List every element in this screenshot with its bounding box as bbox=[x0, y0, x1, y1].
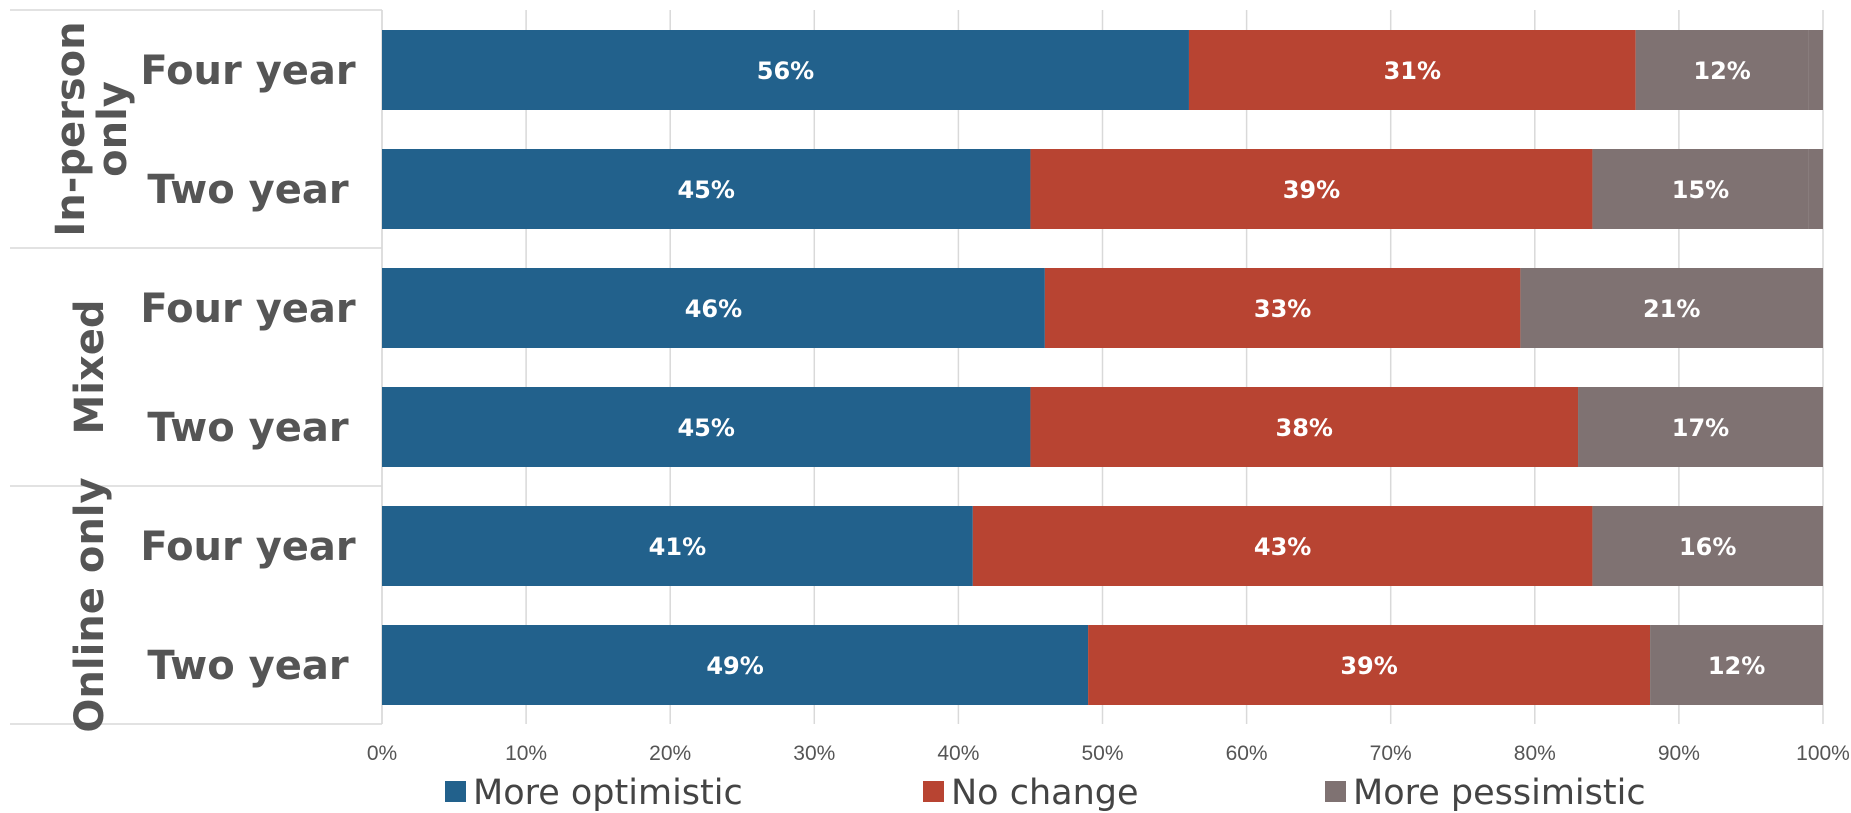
data-label: 15% bbox=[1672, 176, 1729, 204]
bar-segment bbox=[1088, 625, 1651, 705]
x-tick-label: 60% bbox=[1226, 742, 1268, 765]
data-label: 56% bbox=[757, 57, 814, 85]
legend-label: More optimistic bbox=[473, 773, 743, 813]
legend-swatch bbox=[1325, 781, 1346, 802]
legend-swatch bbox=[923, 781, 944, 802]
data-label: 16% bbox=[1679, 533, 1736, 561]
bar-segment bbox=[382, 625, 1089, 705]
bar-segment bbox=[1808, 149, 1823, 229]
data-label: 31% bbox=[1384, 57, 1441, 85]
bar-segment bbox=[1635, 30, 1809, 110]
bar-segment bbox=[382, 268, 1045, 348]
bar-segment bbox=[382, 30, 1189, 110]
x-tick-label: 20% bbox=[649, 742, 691, 765]
x-tick-label: 10% bbox=[505, 742, 547, 765]
bar-segment bbox=[382, 387, 1031, 467]
legend-label: More pessimistic bbox=[1353, 773, 1646, 813]
x-tick-label: 0% bbox=[367, 742, 397, 765]
data-label: 46% bbox=[685, 295, 742, 323]
category-label: Two year bbox=[147, 167, 348, 213]
data-label: 49% bbox=[706, 652, 763, 680]
bar-segment bbox=[1030, 387, 1579, 467]
bar-segment bbox=[382, 506, 973, 586]
data-label: 21% bbox=[1643, 295, 1700, 323]
data-label: 41% bbox=[649, 533, 706, 561]
group-label: In-persononly bbox=[48, 21, 136, 236]
x-tick-label: 30% bbox=[793, 742, 835, 765]
bar-segment bbox=[1592, 506, 1823, 586]
bars bbox=[382, 30, 1823, 705]
x-tick-label: 50% bbox=[1081, 742, 1123, 765]
group-separators bbox=[10, 9, 383, 725]
gridlines bbox=[381, 10, 1824, 724]
data-label: 39% bbox=[1283, 176, 1340, 204]
legend: More optimistic No change More pessimistic bbox=[445, 773, 1646, 813]
x-tick-label: 80% bbox=[1514, 742, 1556, 765]
category-label: Four year bbox=[140, 524, 356, 570]
data-label: 43% bbox=[1254, 533, 1311, 561]
data-label: 12% bbox=[1708, 652, 1765, 680]
bar-segment bbox=[1520, 268, 1823, 348]
category-label: Four year bbox=[140, 48, 356, 94]
category-label: Four year bbox=[140, 286, 356, 332]
x-tick-label: 100% bbox=[1796, 742, 1850, 765]
bar-segment bbox=[382, 149, 1031, 229]
x-axis-ticks: 0% 10% 20% 30% 40% 50% 60% 70% 80% 90% 100% bbox=[367, 742, 1850, 765]
data-label: 39% bbox=[1340, 652, 1397, 680]
bar-segment bbox=[1650, 625, 1823, 705]
group-label-line: In-person bbox=[48, 21, 94, 236]
data-label: 33% bbox=[1254, 295, 1311, 323]
bar-segment bbox=[1592, 149, 1809, 229]
data-label: 45% bbox=[677, 176, 734, 204]
x-tick-label: 40% bbox=[937, 742, 979, 765]
x-tick-label: 90% bbox=[1658, 742, 1700, 765]
legend-label: No change bbox=[951, 773, 1139, 813]
bar-segment bbox=[1188, 30, 1636, 110]
category-label: Two year bbox=[147, 405, 348, 451]
data-label: 12% bbox=[1693, 57, 1750, 85]
bar-segment bbox=[1044, 268, 1521, 348]
bar-segment bbox=[1030, 149, 1593, 229]
x-tick-label: 70% bbox=[1370, 742, 1412, 765]
data-label: 17% bbox=[1672, 414, 1729, 442]
data-label: 38% bbox=[1276, 414, 1333, 442]
bar-segment bbox=[972, 506, 1593, 586]
data-labels: 56% 31% 12% 45% 39% 15% 46% 33% 21% 45% 38% 17% 41% 4… bbox=[649, 57, 1766, 680]
bar-segment bbox=[1808, 30, 1823, 110]
group-label: Mixed bbox=[67, 299, 113, 434]
category-label: Two year bbox=[147, 643, 348, 689]
data-label: 45% bbox=[677, 414, 734, 442]
category-labels: Four year Two year Four year Two year Four y… bbox=[140, 48, 356, 689]
group-labels: In-persononly Mixed Online only bbox=[48, 21, 136, 732]
bar-segment bbox=[1578, 387, 1823, 467]
group-label-line: only bbox=[90, 81, 136, 177]
legend-swatch bbox=[445, 781, 466, 802]
group-label: Online only bbox=[67, 477, 113, 732]
